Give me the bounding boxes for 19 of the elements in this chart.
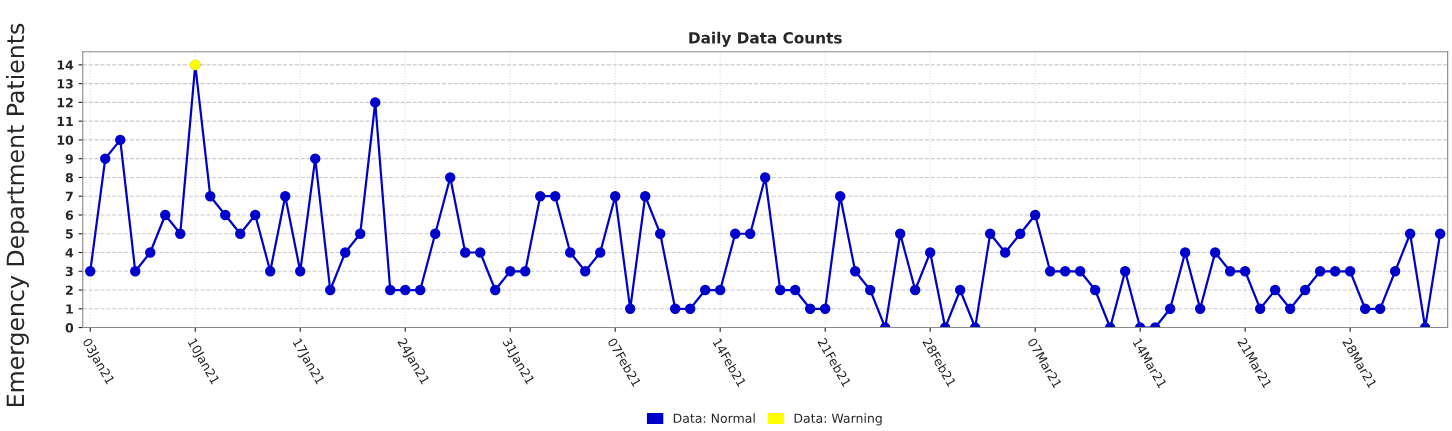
y-tick-label: 3 — [65, 266, 73, 277]
y-tick-label: 12 — [57, 97, 73, 108]
y-tick-label: 9 — [65, 154, 73, 164]
y-tick-label: 5 — [66, 229, 73, 239]
legend-label: Data: Warning — [794, 413, 882, 426]
y-tick-label: 4 — [65, 248, 74, 258]
y-tick-label: 14 — [57, 60, 74, 70]
chart-title: Daily Data Counts — [689, 31, 842, 47]
y-tick-label: 8 — [65, 172, 73, 183]
y-axis-title: Emergency Department Patients — [6, 23, 29, 406]
y-tick-label: 1 — [66, 304, 73, 314]
y-tick-label: 11 — [57, 116, 73, 126]
legend-label: Data: Normal — [673, 413, 755, 423]
y-tick-label: 13 — [57, 79, 73, 89]
y-tick-label: 10 — [57, 135, 74, 145]
y-tick-label: 7 — [65, 191, 73, 201]
y-tick-label: 0 — [65, 323, 74, 333]
y-tick-label: 2 — [66, 285, 73, 295]
y-tick-label: 6 — [65, 210, 74, 220]
